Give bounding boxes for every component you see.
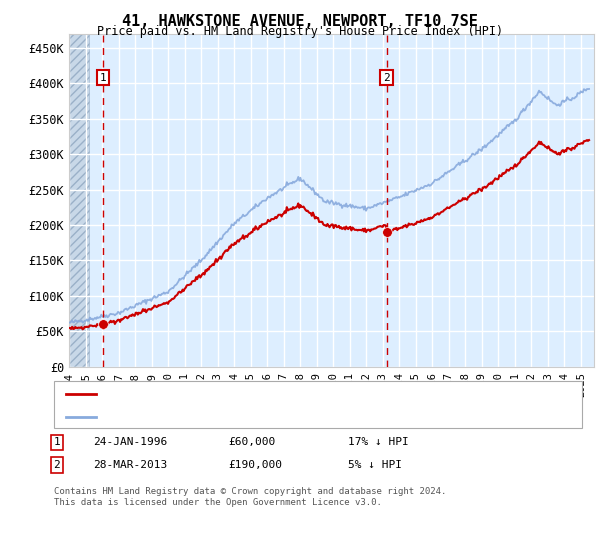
Text: 2: 2: [53, 460, 61, 470]
Text: 5% ↓ HPI: 5% ↓ HPI: [348, 460, 402, 470]
Text: HPI: Average price, detached house, Telford and Wrekin: HPI: Average price, detached house, Telf…: [102, 412, 439, 422]
Text: 1: 1: [100, 73, 107, 82]
Text: Price paid vs. HM Land Registry's House Price Index (HPI): Price paid vs. HM Land Registry's House …: [97, 25, 503, 38]
Text: Contains HM Land Registry data © Crown copyright and database right 2024.
This d: Contains HM Land Registry data © Crown c…: [54, 487, 446, 507]
Text: 24-JAN-1996: 24-JAN-1996: [93, 437, 167, 447]
Text: 1: 1: [53, 437, 61, 447]
Text: 28-MAR-2013: 28-MAR-2013: [93, 460, 167, 470]
Text: £190,000: £190,000: [228, 460, 282, 470]
Text: 41, HAWKSTONE AVENUE, NEWPORT, TF10 7SE (detached house): 41, HAWKSTONE AVENUE, NEWPORT, TF10 7SE …: [102, 389, 452, 399]
Bar: [69, 34, 89, 367]
Text: £60,000: £60,000: [228, 437, 275, 447]
Text: 2: 2: [383, 73, 390, 82]
Text: 17% ↓ HPI: 17% ↓ HPI: [348, 437, 409, 447]
Text: 41, HAWKSTONE AVENUE, NEWPORT, TF10 7SE: 41, HAWKSTONE AVENUE, NEWPORT, TF10 7SE: [122, 14, 478, 29]
